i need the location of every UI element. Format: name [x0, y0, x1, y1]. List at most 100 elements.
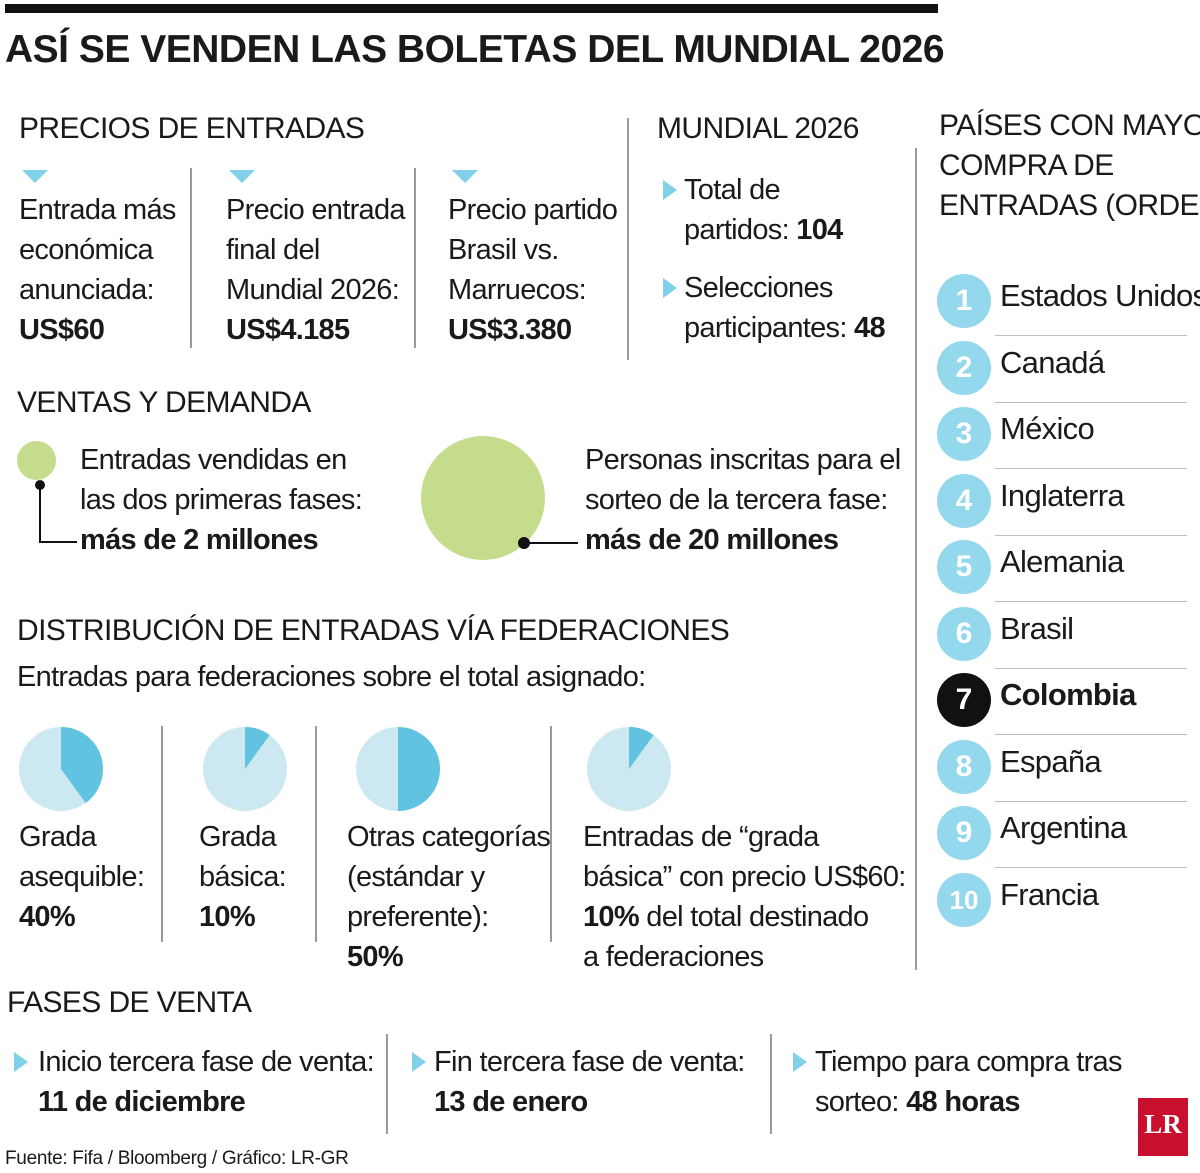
mundial-line: Selecciones [684, 272, 833, 304]
arrow-icon [793, 1052, 807, 1072]
dist-line: (estándar y [347, 861, 485, 893]
rank-country: Colombia [1000, 677, 1136, 712]
dist-line: Otras categorías [347, 821, 551, 853]
precio-line: Mundial 2026: [226, 274, 400, 306]
divider [550, 726, 552, 942]
ventas-heading: VENTAS Y DEMANDA [17, 386, 311, 419]
rank-badge: 9 [937, 806, 991, 860]
pie-slice [61, 727, 104, 803]
rank-badge: 7 [937, 673, 991, 727]
arrow-icon [663, 180, 677, 200]
title-rule [5, 4, 938, 13]
ranking-separator [995, 734, 1187, 735]
fase-item: Tiempo para compra tras sorteo: 48 horas [815, 1042, 1122, 1122]
ventas-right: Personas inscritas para el sorteo de la … [585, 440, 901, 560]
rank-country: Francia [1000, 876, 1099, 912]
ventas-line: Personas inscritas para el [585, 444, 901, 476]
rank-country: Inglaterra [1000, 477, 1125, 513]
dist-line: básica: [199, 861, 287, 893]
ventas-line: las dos primeras fases: [80, 484, 363, 516]
divider [770, 1034, 772, 1134]
ranking-separator [995, 867, 1187, 868]
rank-badge: 2 [937, 340, 991, 395]
distribucion-subtitle: Entradas para federaciones sobre el tota… [17, 661, 646, 693]
leader-line [39, 488, 41, 543]
pie-slice [629, 727, 654, 769]
precio-line: económica [19, 234, 154, 266]
pointer-icon [229, 170, 255, 183]
pie-chart-us60 [587, 727, 671, 811]
fase-label: Inicio tercera fase de venta: [38, 1046, 375, 1078]
rank-country: Alemania [1000, 544, 1124, 579]
dist-value: 10% [199, 901, 256, 933]
arrow-icon [663, 278, 677, 298]
precio-value: US$60 [19, 314, 105, 346]
precio-item: Entrada más económica anunciada: US$60 [19, 190, 176, 350]
rank-badge: 10 [937, 872, 991, 927]
divider [915, 148, 917, 970]
rank-country: España [1000, 743, 1102, 779]
dist-line: preferente): [347, 901, 489, 933]
dist-line: Grada [19, 821, 97, 853]
ranking-separator [995, 335, 1187, 336]
mundial-line: partidos: [684, 214, 790, 246]
ventas-line: sorteo de la tercera fase: [585, 484, 888, 516]
ventas-value: más de 20 millones [585, 524, 839, 556]
dist-value: 10% [583, 901, 640, 933]
ranking-row: 10 Francia [937, 869, 1187, 935]
ranking-separator [995, 401, 1187, 403]
fase-value: 48 horas [906, 1086, 1020, 1118]
dist-value-suffix: del total destinado [638, 901, 869, 933]
dist-line: asequible: [19, 861, 145, 893]
leader-line [39, 541, 77, 543]
divider [161, 726, 163, 942]
pie-chart-asequible [19, 727, 104, 811]
precio-value: US$3.380 [448, 314, 572, 346]
precio-line: Precio entrada [226, 194, 406, 226]
precio-line: Brasil vs. [448, 234, 559, 266]
ranking-separator [995, 667, 1187, 669]
divider [386, 1034, 388, 1134]
lr-logo: LR [1138, 1098, 1188, 1156]
rank-badge: 1 [937, 274, 991, 328]
ranking-separator [995, 601, 1187, 602]
mundial-value: 104 [796, 214, 843, 246]
ventas-value: más de 2 millones [80, 524, 319, 556]
pie-chart-otras [356, 727, 440, 811]
pie-slice [245, 727, 270, 769]
dist-line: Grada [199, 821, 277, 853]
ranking-row: 9 Argentina [937, 802, 1187, 868]
precio-line: Marruecos: [448, 274, 587, 306]
dist-value: 40% [19, 901, 76, 933]
ranking-row: 2 Canadá [937, 337, 1187, 403]
paises-heading: PAÍSES CON MAYOR COMPRA DE ENTRADAS (ORD… [939, 106, 1200, 226]
precio-item: Precio entrada final del Mundial 2026: U… [226, 190, 406, 350]
arrow-icon [14, 1052, 28, 1072]
rank-badge: 8 [937, 739, 991, 794]
divider [315, 726, 317, 942]
fase-item: Inicio tercera fase de venta: 11 de dici… [38, 1042, 375, 1122]
fase-value: 11 de diciembre [38, 1086, 246, 1118]
ranking-separator [995, 534, 1187, 536]
ventas-left: Entradas vendidas en las dos primeras fa… [80, 440, 363, 560]
rank-badge: 5 [937, 540, 991, 594]
mundial-item: Selecciones participantes: 48 [684, 268, 886, 348]
divider [414, 168, 416, 348]
ranking-row: 7 Colombia [937, 669, 1187, 735]
ranking-row: 8 España [937, 736, 1187, 802]
ranking-row: 5 Alemania [937, 536, 1187, 602]
ranking-row: 6 Brasil [937, 603, 1187, 669]
bubble-marker [518, 537, 530, 549]
ranking-separator [995, 468, 1187, 469]
divider [190, 168, 192, 348]
dist-value: 50% [347, 941, 404, 973]
precio-line: final del [226, 234, 320, 266]
dist-item: Entradas de “grada básica” con precio US… [583, 817, 906, 977]
ranking-row: 4 Inglaterra [937, 470, 1187, 536]
precio-item: Precio partido Brasil vs. Marruecos: US$… [448, 190, 618, 350]
mundial-value: 48 [854, 312, 886, 344]
arrow-icon [412, 1052, 426, 1072]
dist-line: Entradas de “grada [583, 821, 819, 853]
precio-line: Precio partido [448, 194, 618, 226]
divider [627, 118, 629, 360]
